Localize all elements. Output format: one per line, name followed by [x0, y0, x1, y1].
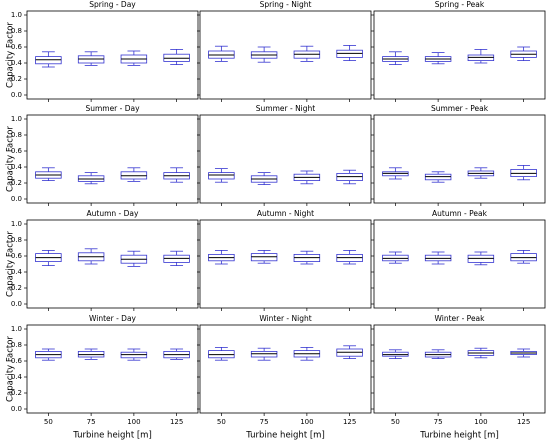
panel-title: Autumn - Day	[87, 209, 139, 218]
y-tick-label: 1.0	[11, 220, 22, 228]
y-tick-label: 0.2	[11, 389, 22, 397]
y-tick-label: 0.0	[11, 300, 22, 308]
y-axis-label: Capacity Factor	[6, 231, 16, 297]
y-tick-label: 0.8	[11, 236, 22, 244]
y-tick-label: 0.2	[11, 284, 22, 292]
y-tick-label: 0.2	[11, 179, 22, 187]
panel-title: Winter - Day	[89, 314, 137, 323]
y-tick-label: 0.2	[11, 75, 22, 83]
y-tick-label: 0.8	[11, 27, 22, 35]
panel-title: Summer - Night	[256, 104, 316, 113]
panel-frame	[199, 324, 372, 414]
panel-title: Winter - Night	[259, 314, 311, 323]
y-tick-label: 0.4	[11, 59, 23, 67]
y-tick-label: 0.6	[11, 147, 23, 155]
panel-title: Spring - Night	[260, 0, 312, 9]
x-tick-label: 75	[260, 418, 269, 426]
panel-frame	[26, 114, 199, 204]
panel-frame	[26, 324, 199, 414]
panel-title: Spring - Peak	[435, 0, 485, 9]
panel-frame	[26, 219, 199, 309]
y-tick-label: 0.6	[11, 252, 23, 260]
y-axis-label: Capacity Factor	[6, 336, 16, 402]
y-tick-label: 0.6	[11, 357, 23, 365]
y-tick-label: 1.0	[11, 325, 22, 333]
x-axis-label: Turbine height [m]	[419, 431, 499, 440]
panel-frame	[373, 219, 546, 309]
x-tick-label: 50	[217, 418, 226, 426]
panel-frame	[373, 114, 546, 204]
x-tick-label: 75	[434, 418, 443, 426]
panel-frame	[373, 10, 546, 100]
x-tick-label: 75	[87, 418, 96, 426]
y-tick-label: 1.0	[11, 115, 22, 123]
panel-frame	[199, 10, 372, 100]
x-axis-label: Turbine height [m]	[245, 431, 325, 440]
panel-title: Summer - Peak	[431, 104, 489, 113]
panel-frame	[373, 324, 546, 414]
x-tick-label: 100	[127, 418, 140, 426]
panel-frame	[26, 10, 199, 100]
y-tick-label: 0.4	[11, 163, 23, 171]
x-axis-label: Turbine height [m]	[72, 431, 152, 440]
x-tick-label: 125	[170, 418, 183, 426]
x-tick-label: 100	[300, 418, 313, 426]
y-tick-label: 0.4	[11, 373, 23, 381]
y-tick-label: 0.4	[11, 268, 23, 276]
panel-title: Winter - Peak	[434, 314, 485, 323]
x-tick-label: 125	[343, 418, 356, 426]
y-tick-label: 0.6	[11, 43, 23, 51]
panel-frame	[199, 114, 372, 204]
box	[208, 172, 235, 180]
x-tick-label: 125	[517, 418, 530, 426]
x-tick-label: 50	[391, 418, 400, 426]
panel-title: Autumn - Night	[257, 209, 314, 218]
y-tick-label: 0.8	[11, 131, 22, 139]
y-tick-label: 0.8	[11, 341, 22, 349]
x-tick-label: 100	[474, 418, 487, 426]
y-tick-label: 0.0	[11, 91, 22, 99]
y-tick-label: 0.0	[11, 405, 22, 413]
panel-frame	[199, 219, 372, 309]
y-tick-label: 0.0	[11, 195, 22, 203]
x-tick-label: 50	[44, 418, 53, 426]
y-axis-label: Capacity Factor	[6, 126, 16, 192]
panel-title: Autumn - Peak	[432, 209, 488, 218]
y-axis-label: Capacity Factor	[6, 22, 16, 88]
panel-title: Spring - Day	[89, 0, 136, 9]
y-tick-label: 1.0	[11, 11, 22, 19]
panel-title: Summer - Day	[85, 104, 140, 113]
